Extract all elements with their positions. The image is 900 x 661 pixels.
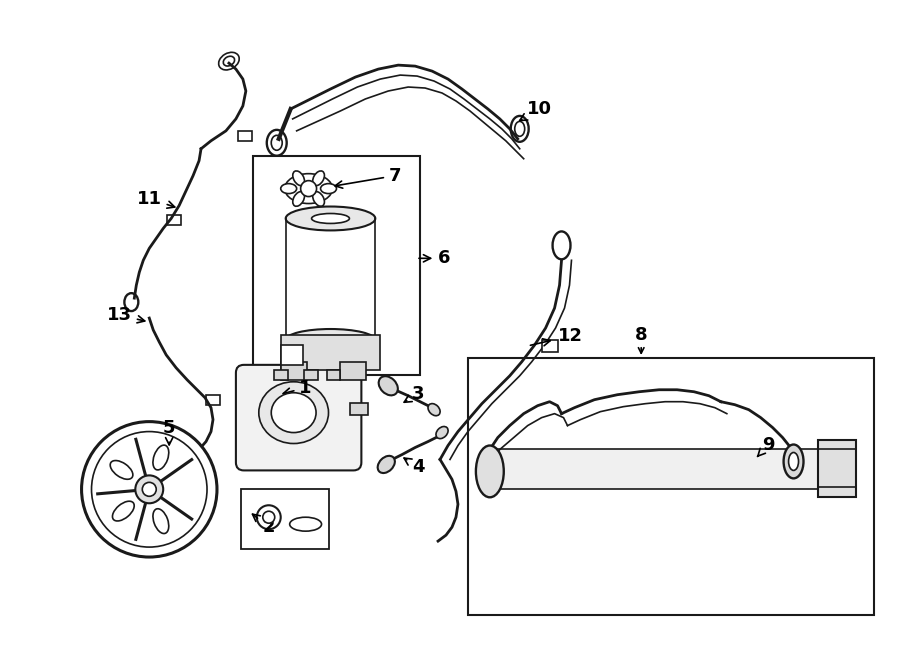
Ellipse shape	[510, 116, 528, 142]
Ellipse shape	[271, 393, 316, 432]
Text: 11: 11	[137, 190, 175, 208]
Circle shape	[301, 180, 317, 196]
Bar	[490, 449, 839, 489]
Ellipse shape	[428, 404, 440, 416]
Text: 6: 6	[418, 249, 451, 267]
Bar	[253, 156, 420, 375]
Ellipse shape	[379, 376, 398, 395]
Ellipse shape	[266, 130, 287, 156]
Ellipse shape	[553, 231, 571, 259]
Ellipse shape	[312, 192, 324, 206]
Bar	[238, 131, 252, 141]
Text: 8: 8	[634, 326, 647, 344]
Bar	[281, 335, 381, 370]
Ellipse shape	[292, 171, 304, 186]
Ellipse shape	[285, 329, 375, 351]
Ellipse shape	[378, 456, 395, 473]
Bar	[281, 345, 302, 365]
FancyBboxPatch shape	[236, 365, 362, 471]
Circle shape	[92, 432, 207, 547]
Circle shape	[256, 505, 281, 529]
Ellipse shape	[788, 453, 798, 471]
Bar	[542, 340, 557, 352]
Ellipse shape	[284, 174, 332, 204]
Ellipse shape	[281, 184, 297, 194]
Circle shape	[82, 422, 217, 557]
Ellipse shape	[223, 56, 235, 66]
Ellipse shape	[110, 461, 133, 479]
Text: 9: 9	[758, 436, 775, 457]
Circle shape	[263, 511, 274, 524]
Text: 7: 7	[335, 167, 401, 188]
Ellipse shape	[188, 446, 202, 463]
Ellipse shape	[153, 509, 169, 533]
Ellipse shape	[124, 293, 139, 311]
Text: 13: 13	[107, 306, 145, 324]
Ellipse shape	[285, 206, 375, 231]
Text: 4: 4	[404, 458, 425, 477]
Text: 10: 10	[519, 100, 552, 120]
Ellipse shape	[271, 136, 283, 150]
Ellipse shape	[153, 445, 169, 470]
Bar	[303, 370, 318, 380]
Text: 12: 12	[530, 327, 582, 346]
Ellipse shape	[320, 184, 337, 194]
Bar	[350, 403, 368, 414]
Bar	[206, 395, 220, 405]
Bar	[818, 440, 856, 497]
Ellipse shape	[292, 192, 304, 206]
Ellipse shape	[219, 52, 239, 70]
Bar	[327, 370, 340, 380]
Text: 1: 1	[284, 379, 312, 397]
Bar	[274, 370, 288, 380]
Circle shape	[135, 475, 163, 503]
Text: 3: 3	[404, 385, 425, 403]
Ellipse shape	[312, 171, 324, 186]
Ellipse shape	[259, 382, 328, 444]
Bar	[281, 362, 307, 380]
Ellipse shape	[784, 444, 804, 479]
Ellipse shape	[311, 214, 349, 223]
Bar	[241, 489, 328, 549]
Bar	[167, 215, 181, 225]
Text: 2: 2	[253, 514, 275, 536]
Ellipse shape	[436, 426, 448, 439]
Bar	[340, 362, 366, 380]
Circle shape	[142, 483, 157, 496]
Ellipse shape	[290, 517, 321, 531]
Ellipse shape	[515, 122, 525, 136]
Ellipse shape	[476, 446, 504, 497]
Bar	[468, 358, 874, 615]
Text: 5: 5	[163, 418, 176, 445]
Ellipse shape	[112, 501, 134, 521]
